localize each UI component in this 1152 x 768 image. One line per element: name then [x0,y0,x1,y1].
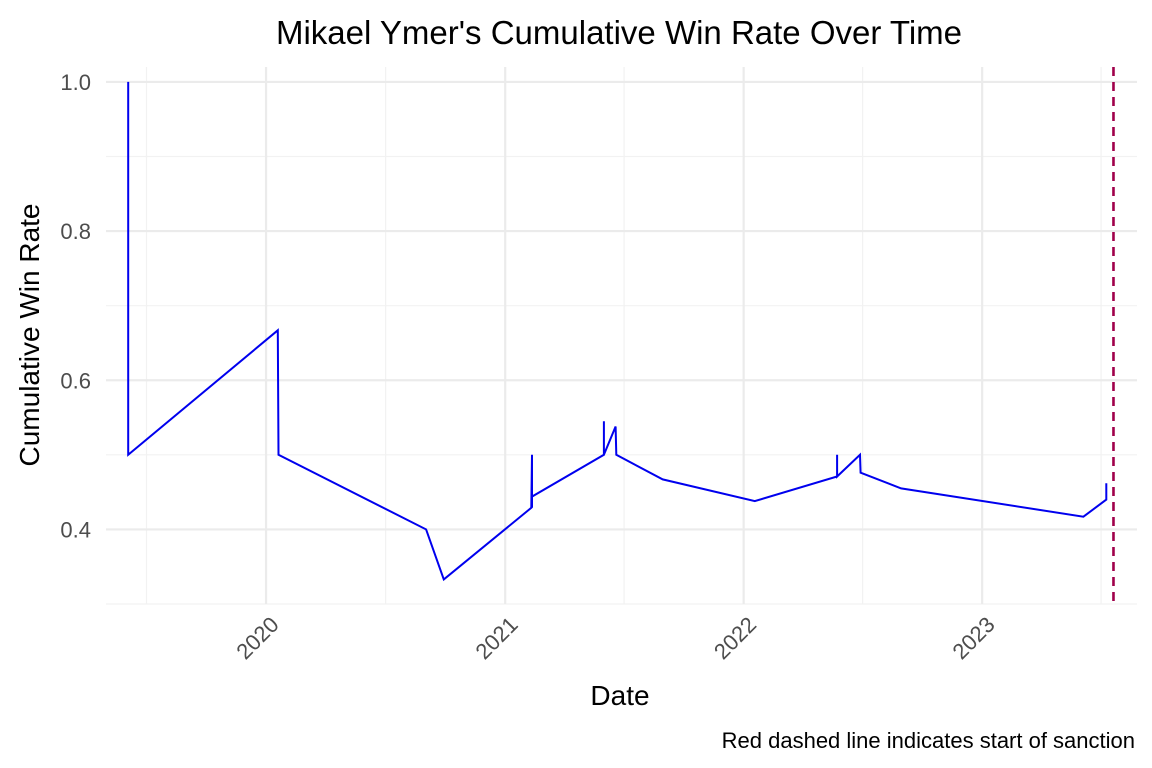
x-tick-label: 2022 [709,612,761,664]
x-tick-label: 2021 [470,612,522,664]
chart-caption: Red dashed line indicates start of sanct… [722,728,1135,753]
y-tick-label: 1.0 [60,70,91,95]
x-tick-label: 2023 [947,612,999,664]
x-axis-title: Date [590,680,649,711]
y-tick-label: 0.4 [60,517,91,542]
x-tick-label: 2020 [231,612,283,664]
chart-title: Mikael Ymer's Cumulative Win Rate Over T… [276,14,962,51]
y-tick-label: 0.6 [60,368,91,393]
y-tick-labels: 0.4 0.6 0.8 1.0 [60,70,91,543]
x-tick-labels: 2020 2021 2022 2023 [231,612,999,664]
series-line [127,81,1108,582]
y-tick-label: 0.8 [60,219,91,244]
gridlines [106,67,1137,605]
y-axis-title: Cumulative Win Rate [14,204,45,467]
